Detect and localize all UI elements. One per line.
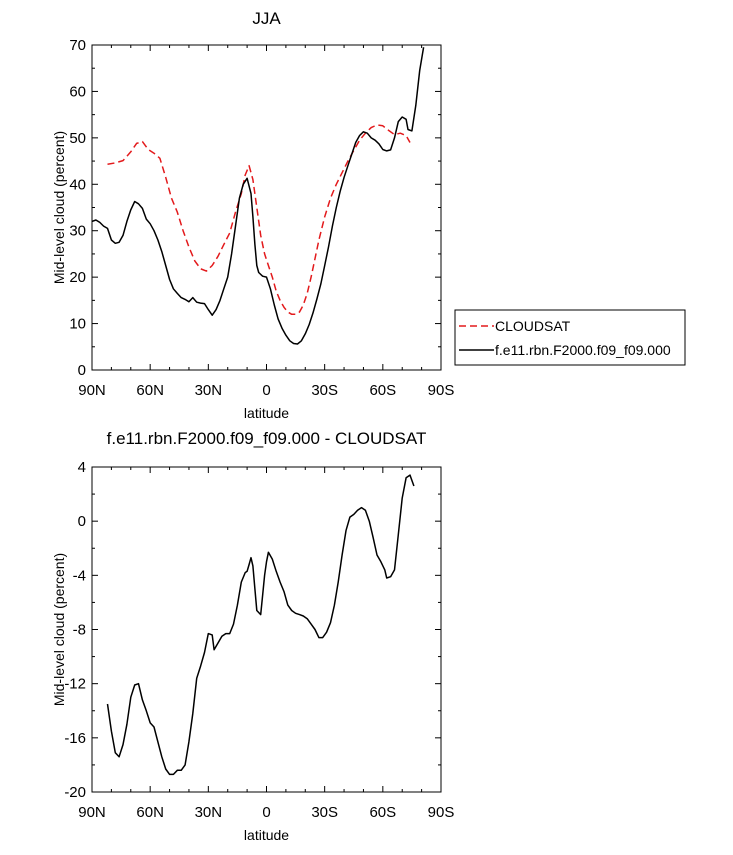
legend-label-cloudsat: CLOUDSAT xyxy=(495,318,571,334)
upper-panel: JJA Mid-level cloud (percent) latitude 9… xyxy=(51,9,454,421)
y-tick-label: 30 xyxy=(69,223,86,240)
y-tick-label: -16 xyxy=(64,730,86,747)
y-tick-label: 4 xyxy=(78,459,86,476)
x-tick-label: 60N xyxy=(136,382,164,399)
series-line-f-e11-rbn-f2000-f09-f09-000 xyxy=(91,47,425,345)
plot-frame-1 xyxy=(91,466,442,793)
x-tick-label: 0 xyxy=(262,382,270,399)
series-line-cloudsat xyxy=(107,124,411,316)
upper-chart-title: JJA xyxy=(252,9,281,28)
y-tick-label: 50 xyxy=(69,130,86,147)
x-tick-label: 30N xyxy=(195,804,223,821)
x-tick-label: 90S xyxy=(428,804,455,821)
x-tick-label: 90N xyxy=(78,382,106,399)
upper-x-axis-label: latitude xyxy=(244,405,289,421)
x-tick-label: 30S xyxy=(311,804,338,821)
y-tick-label: 10 xyxy=(69,316,86,333)
y-tick-label: -4 xyxy=(73,567,86,584)
upper-y-axis-label: Mid-level cloud (percent) xyxy=(51,131,67,284)
x-tick-label: 90S xyxy=(428,382,455,399)
lower-chart-title: f.e11.rbn.F2000.f09_f09.000 - CLOUDSAT xyxy=(107,429,427,448)
series-line-difference xyxy=(106,474,415,776)
legend: CLOUDSAT f.e11.rbn.F2000.f09_f09.000 xyxy=(454,309,686,366)
lower-panel: f.e11.rbn.F2000.f09_f09.000 - CLOUDSAT M… xyxy=(51,429,454,843)
y-tick-label: -20 xyxy=(64,784,86,801)
y-tick-label: 70 xyxy=(69,37,86,54)
legend-box xyxy=(454,309,686,366)
y-tick-label: 20 xyxy=(69,269,86,286)
x-tick-label: 60N xyxy=(136,804,164,821)
lower-x-axis-label: latitude xyxy=(244,827,289,843)
x-tick-label: 60S xyxy=(369,804,396,821)
y-tick-label: 60 xyxy=(69,83,86,100)
y-tick-label: 0 xyxy=(78,362,86,379)
x-tick-label: 90N xyxy=(78,804,106,821)
legend-label-model: f.e11.rbn.F2000.f09_f09.000 xyxy=(495,342,671,358)
plot-frame-0 xyxy=(91,44,442,371)
x-tick-label: 0 xyxy=(262,804,270,821)
x-tick-label: 60S xyxy=(369,382,396,399)
x-tick-label: 30N xyxy=(195,382,223,399)
x-tick-label: 30S xyxy=(311,382,338,399)
y-tick-label: 0 xyxy=(78,513,86,530)
y-tick-label: -12 xyxy=(64,676,86,693)
y-tick-label: -8 xyxy=(73,622,86,639)
y-tick-label: 40 xyxy=(69,176,86,193)
lower-y-axis-label: Mid-level cloud (percent) xyxy=(51,553,67,706)
